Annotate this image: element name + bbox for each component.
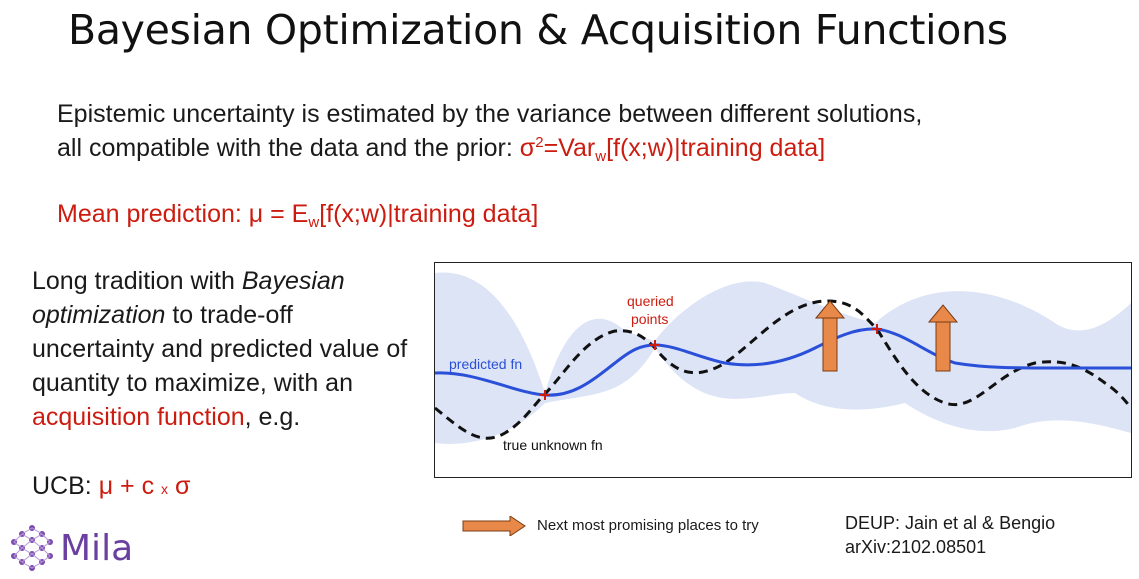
queried-point-markers (540, 324, 882, 400)
ucb-formula-post: σ (168, 472, 191, 500)
mila-logo-icon (6, 522, 58, 579)
mean-subscript: w (308, 214, 320, 231)
sigma-symbol: σ (519, 134, 536, 162)
citation-line-1: DEUP: Jain et al & Bengio (845, 513, 1056, 533)
queried-label-line1: queried (627, 293, 674, 309)
mean-prefix: Mean prediction: μ = E (57, 200, 309, 228)
legend-arrow-icon (462, 515, 526, 541)
sigma-superscript: 2 (535, 134, 544, 151)
tradition-emphasis: Bayesian optimization (32, 267, 345, 329)
acquisition-function-term: acquisition function (32, 403, 245, 431)
ucb-label: UCB: (32, 472, 99, 500)
tradition-part1: Long tradition with (32, 267, 242, 295)
true-fn-label: true unknown fn (503, 437, 603, 453)
mean-suffix: [f(x;w)|training data] (319, 200, 539, 228)
ucb-times: x (161, 481, 169, 497)
queried-label-line2: points (631, 311, 668, 327)
epistemic-line-2: all compatible with the data and the pri… (57, 134, 825, 165)
var-prefix: =Var (543, 134, 596, 162)
predicted-fn-label: predicted fn (449, 356, 522, 372)
epistemic-line-1: Epistemic uncertainty is estimated by th… (57, 100, 923, 128)
figure-svg: predicted fn true unknown fn queried poi… (435, 272, 1131, 453)
variance-formula: σ2=Varw[f(x;w)|training data] (519, 134, 826, 165)
queried-point-marker (872, 324, 882, 334)
queried-point-marker (540, 390, 550, 400)
epistemic-line-2-text: all compatible with the data and the pri… (57, 134, 520, 162)
ucb-formula-pre: μ + c (98, 472, 162, 500)
citation-line-2: arXiv:2102.08501 (845, 537, 987, 557)
predicted-fn-curve (435, 327, 1131, 397)
promising-arrow (814, 300, 846, 372)
var-suffix: [f(x;w)|training data] (606, 134, 826, 162)
tradition-part3: , e.g. (244, 403, 301, 431)
slide-title: Bayesian Optimization & Acquisition Func… (68, 6, 1008, 54)
tradition-part2: to trade-off uncertainty and predicted v… (32, 301, 408, 397)
mila-logo-text: Mila (60, 528, 134, 569)
uncertainty-band (435, 272, 1131, 444)
mean-prediction-formula: Mean prediction: μ = Ew[f(x;w)|training … (57, 200, 538, 231)
ucb-expression: μ + c x σ (99, 472, 191, 500)
bayesian-optimization-text: Long tradition with Bayesian optimizatio… (32, 264, 422, 434)
ucb-formula: UCB: μ + c x σ (32, 472, 190, 501)
promising-arrow (927, 304, 959, 372)
legend-text: Next most promising places to try (537, 517, 759, 534)
queried-point-marker (650, 340, 660, 350)
var-subscript: w (595, 148, 607, 165)
bayesian-optimization-figure: predicted fn true unknown fn queried poi… (434, 262, 1132, 478)
citation: DEUP: Jain et al & Bengio arXiv:2102.085… (845, 511, 1055, 559)
